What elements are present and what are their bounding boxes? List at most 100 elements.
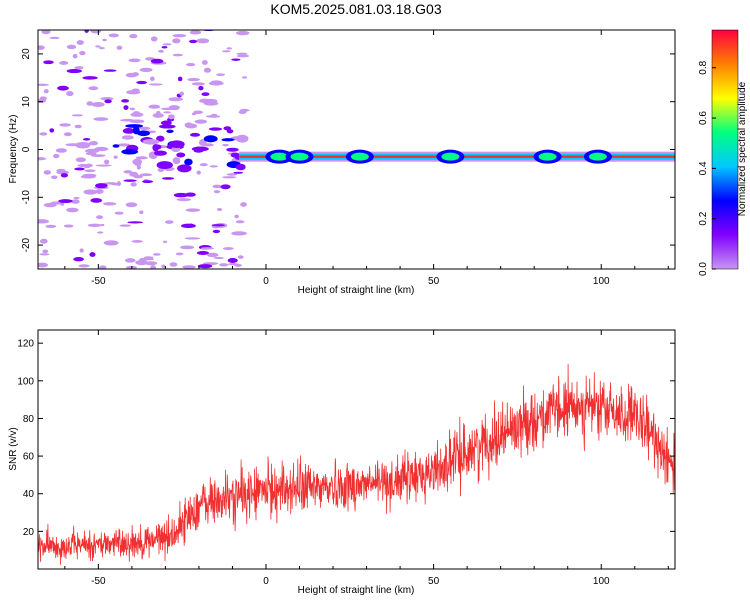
snr-frame	[37, 329, 676, 570]
spectral-noise-blob	[191, 82, 205, 86]
colorbar-ticks: 0.0 0.2 0.4 0.6 0.8	[698, 60, 716, 276]
spectral-noise-blob	[168, 97, 184, 102]
spectral-noise-blob	[136, 165, 141, 170]
spectral-energy-cluster	[221, 138, 235, 142]
snr-x-ticks: -50 0 50 100	[64, 330, 669, 587]
spectral-noise-blob	[211, 224, 225, 227]
spectral-noise-blob	[102, 38, 107, 42]
spectral-noise-blob	[108, 33, 119, 38]
spectral-noise-blob	[136, 80, 148, 85]
snr-series-line	[38, 363, 675, 565]
x-tick-label: 0	[263, 276, 269, 287]
spectral-noise-blob	[78, 264, 90, 268]
spectral-noise-blob	[176, 198, 192, 202]
spectral-noise-blob	[135, 259, 149, 266]
spectral-noise-blob	[116, 181, 121, 187]
spectral-energy-cluster	[137, 130, 150, 137]
spectral-noise-blob	[66, 44, 77, 50]
spectral-noise-blob	[158, 49, 164, 53]
spectral-energy-cluster	[154, 150, 167, 156]
x-tick-label: 0	[263, 576, 269, 587]
spectral-noise-blob	[198, 85, 204, 91]
spectral-noise-blob	[86, 101, 94, 106]
spectral-noise-blob	[201, 92, 210, 97]
spectral-energy-cluster	[176, 152, 186, 158]
spectral-energy-cluster	[153, 144, 162, 150]
spectral-noise-blob	[194, 119, 208, 124]
snr-y-label: SNR (v/v)	[8, 427, 19, 470]
spectral-energy-cluster	[230, 152, 240, 158]
spectral-noise-blob	[143, 257, 155, 261]
spectral-noise-blob	[185, 123, 198, 129]
spectral-noise-blob	[99, 265, 107, 269]
spectral-noise-blob	[133, 111, 140, 114]
y-tick-label: 80	[23, 414, 35, 425]
spectral-noise-blob	[123, 179, 137, 182]
y-tick-label: 60	[23, 452, 35, 463]
spectral-noise-blob	[49, 128, 55, 133]
spectral-noise-blob	[185, 208, 201, 212]
spectral-noise-blob	[39, 132, 48, 136]
spectral-energy-cluster	[191, 146, 209, 152]
spectral-noise-blob	[57, 85, 69, 91]
spectral-noise-blob	[152, 112, 164, 118]
spectral-noise-blob	[149, 76, 155, 82]
spectral-energy-cluster	[235, 163, 246, 171]
spectrogram-x-ticks: -50 0 50 100	[64, 30, 669, 287]
spectral-noise-blob	[95, 164, 112, 167]
spectral-noise-blob	[98, 46, 105, 50]
spectral-noise-blob	[234, 214, 239, 219]
spectral-noise-blob	[65, 143, 82, 147]
y-tick-label: 40	[23, 489, 35, 500]
spectral-energy-cluster	[203, 135, 218, 143]
spectral-noise-blob	[103, 69, 117, 72]
spectral-noise-blob	[161, 264, 166, 269]
spectral-noise-blob	[182, 265, 196, 269]
spectral-noise-blob	[66, 207, 79, 213]
ridge-hotspot-core	[538, 152, 557, 161]
spectral-energy-cluster	[125, 124, 144, 128]
spectral-noise-blob	[58, 199, 73, 203]
spectral-noise-blob	[91, 101, 105, 108]
spectral-noise-blob	[74, 66, 84, 70]
spectral-noise-blob	[75, 157, 86, 163]
spectral-noise-blob	[75, 142, 91, 148]
snr-y-ticks: 20 40 60 80 100 120	[17, 339, 675, 538]
spectral-noise-blob	[200, 247, 214, 250]
spectral-noise-blob	[104, 99, 112, 104]
spectral-noise-blob	[74, 167, 85, 171]
y-tick-label: 120	[17, 339, 34, 350]
spectral-noise-blob	[196, 38, 210, 44]
spectrogram-y-label: Frequency (Hz)	[8, 115, 19, 184]
spectral-noise-blob	[42, 249, 49, 254]
spectral-noise-blob	[80, 175, 96, 179]
spectral-noise-blob	[142, 180, 153, 184]
spectral-energy-cluster	[166, 129, 174, 134]
spectral-noise-blob	[227, 263, 239, 266]
spectral-noise-blob	[38, 83, 49, 86]
spectral-noise-blob	[117, 143, 131, 147]
spectral-noise-blob	[130, 112, 144, 117]
spectral-noise-blob	[84, 30, 89, 33]
spectral-noise-blob	[87, 223, 102, 228]
spectral-noise-blob	[231, 231, 248, 236]
ridge-hotspot-core	[588, 152, 607, 161]
spectral-noise-blob	[114, 211, 124, 215]
spectral-noise-blob	[208, 81, 224, 86]
spectral-noise-blob	[79, 51, 86, 56]
spectral-energy-cluster	[198, 139, 207, 146]
spectral-noise-blob	[180, 223, 196, 229]
spectral-noise-blob	[216, 73, 226, 76]
spectral-noise-blob	[66, 69, 83, 74]
spectral-noise-blob	[123, 170, 133, 174]
spectral-noise-blob	[38, 262, 49, 268]
spectral-noise-blob	[149, 83, 163, 86]
spectral-noise-blob	[90, 198, 103, 203]
spectral-noise-blob	[66, 91, 74, 97]
spectral-energy-cluster	[184, 158, 193, 166]
spectral-energy-cluster	[112, 144, 120, 148]
spectral-noise-blob	[177, 76, 183, 82]
x-tick-label: 50	[428, 276, 440, 287]
spectral-energy-cluster	[132, 158, 143, 166]
spectrogram-marks	[38, 30, 675, 269]
